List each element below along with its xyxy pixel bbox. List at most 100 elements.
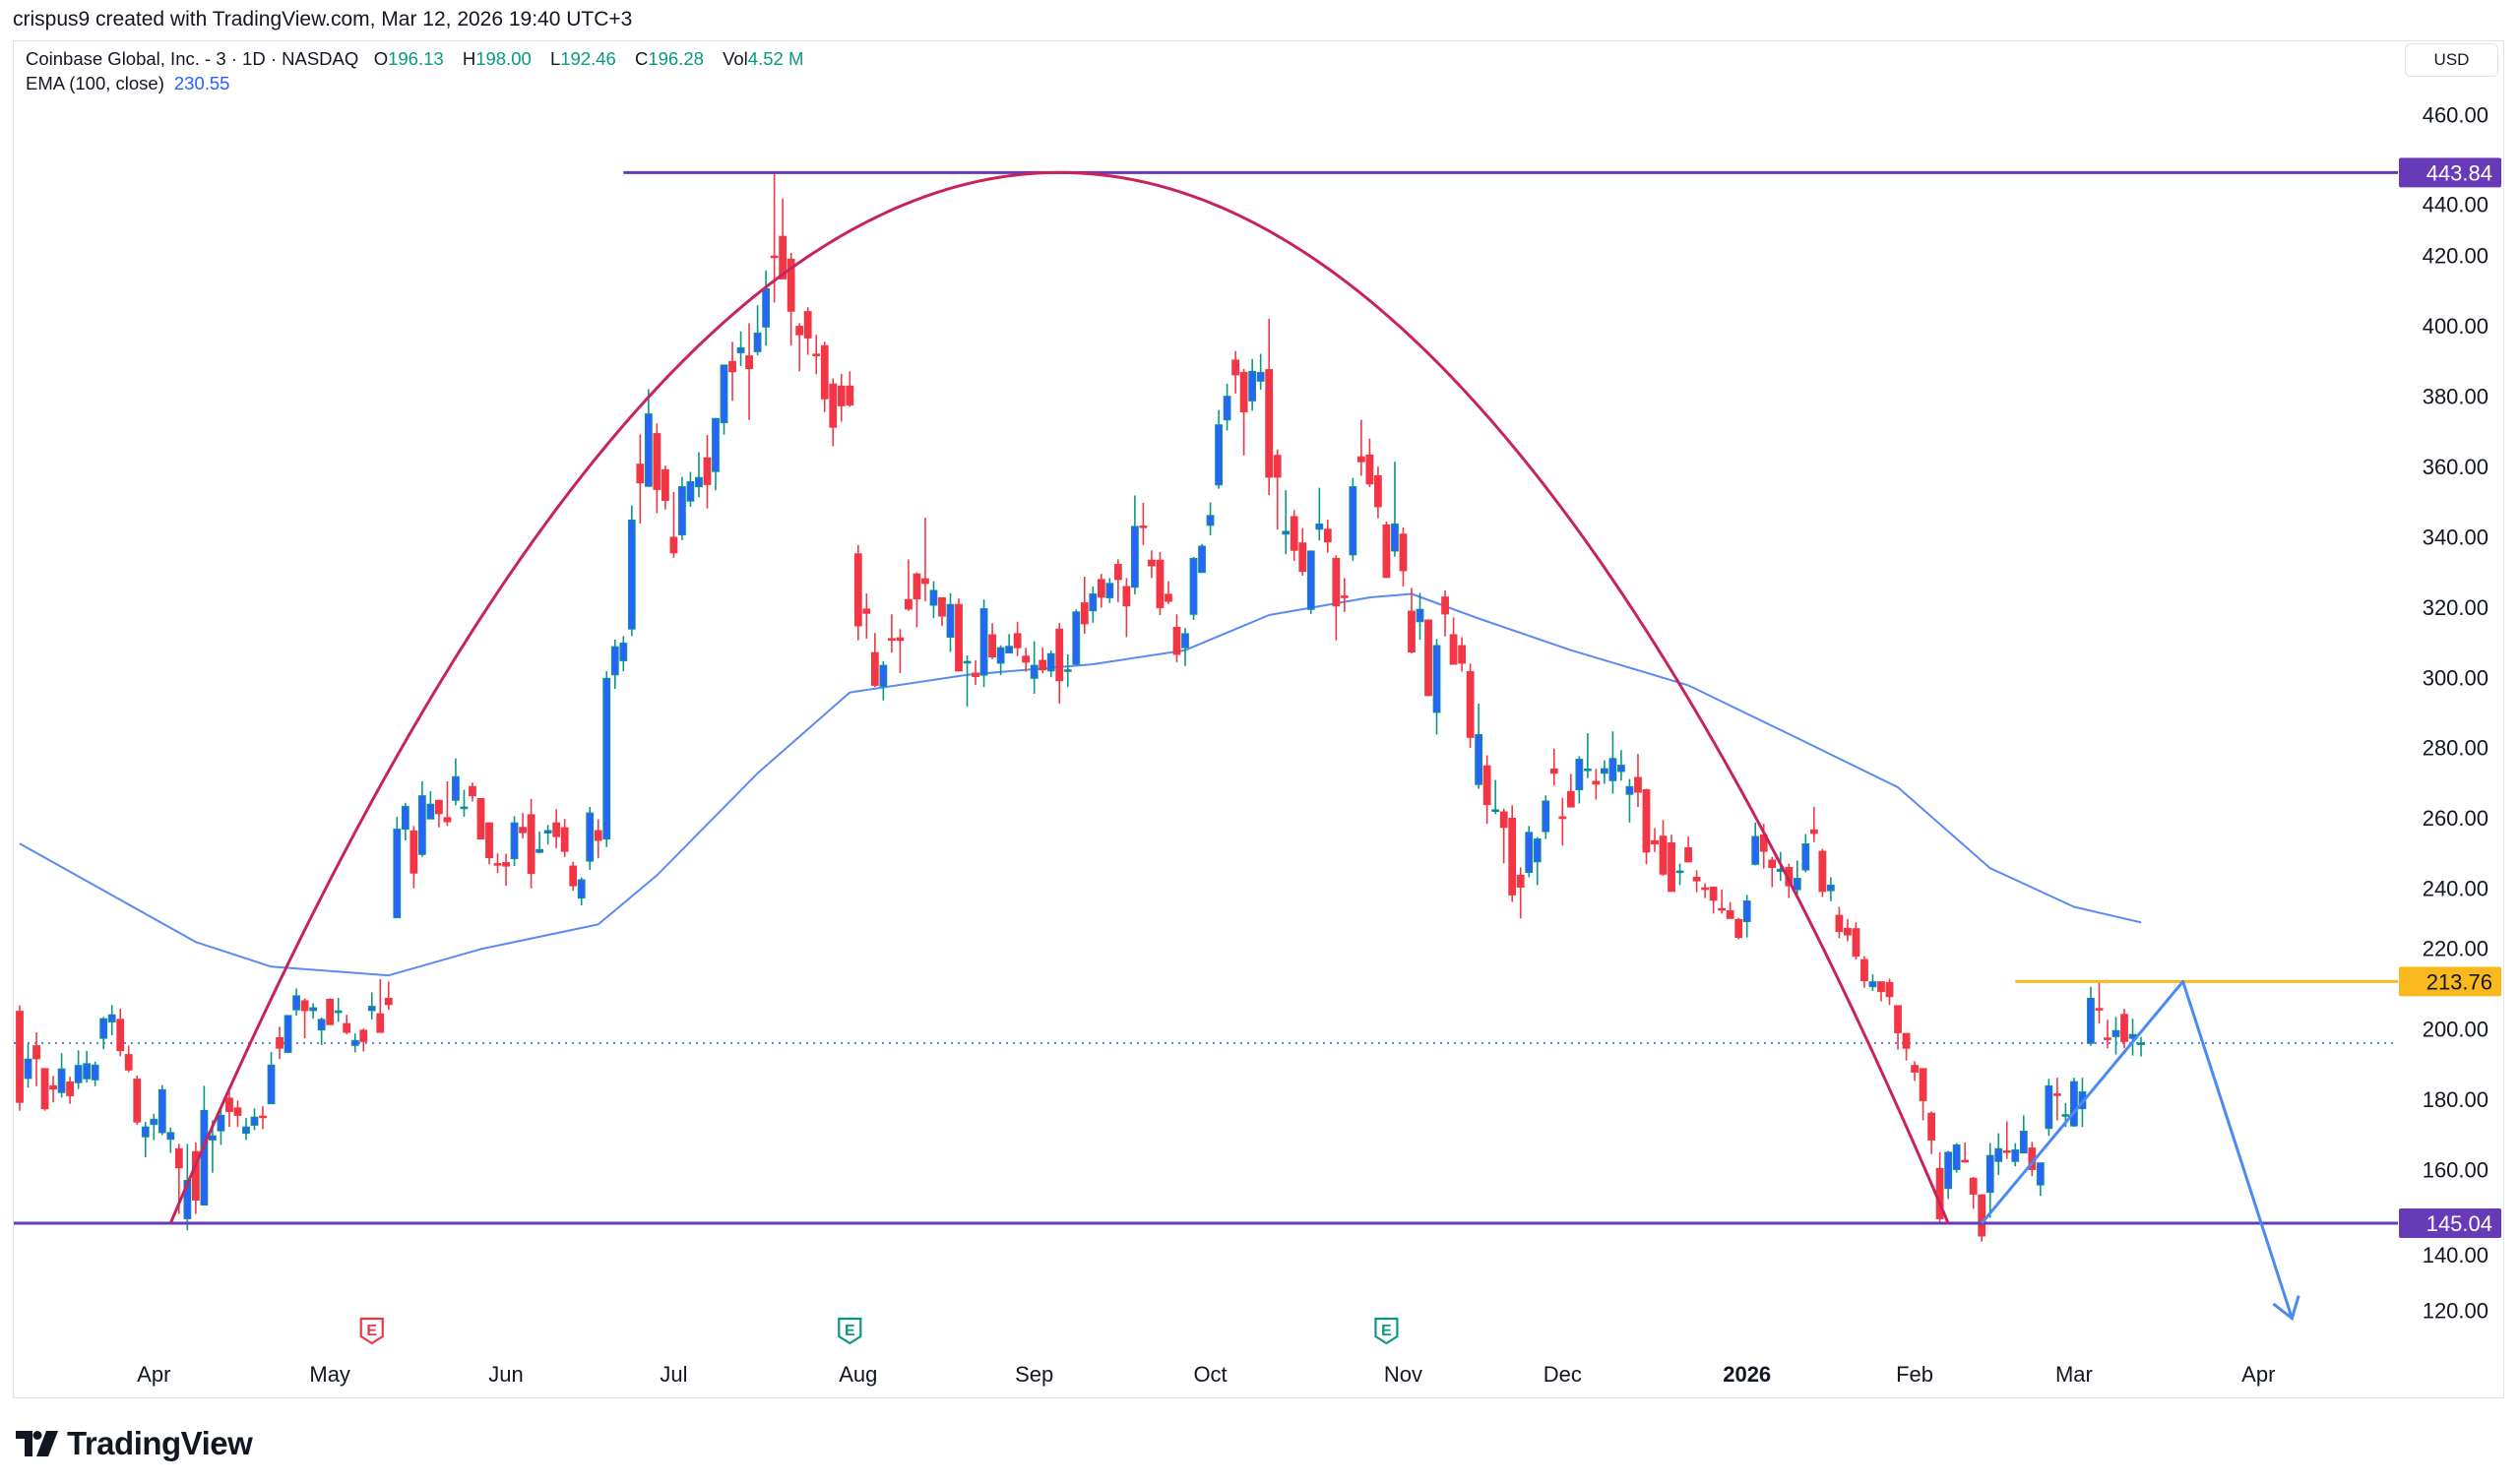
candle-body xyxy=(1491,809,1500,813)
candle xyxy=(955,598,963,672)
volume-value: 4.52 M xyxy=(747,48,804,69)
candle xyxy=(1181,628,1189,666)
candle-body xyxy=(1675,870,1684,874)
candle-body xyxy=(905,598,913,610)
candle-body xyxy=(1684,846,1692,863)
candle-body xyxy=(49,1084,57,1090)
candle-body xyxy=(1408,610,1416,652)
earnings-label: E xyxy=(366,1323,377,1339)
candle-body xyxy=(1265,369,1274,478)
candle xyxy=(1382,521,1391,579)
candle xyxy=(812,335,821,375)
candle-body xyxy=(426,803,435,820)
candle-body xyxy=(979,608,988,676)
currency-button[interactable]: USD xyxy=(2405,43,2498,77)
candle-body xyxy=(2104,1037,2111,1040)
candle-body xyxy=(1994,1147,2003,1162)
earnings-marker[interactable]: E xyxy=(1374,1317,1399,1345)
candle xyxy=(384,981,393,1011)
candle xyxy=(1046,650,1055,678)
candle-body xyxy=(1231,359,1240,376)
candle xyxy=(1499,808,1508,864)
candle-body xyxy=(2095,1008,2104,1011)
candle xyxy=(1634,754,1642,808)
candle-body xyxy=(1659,835,1668,875)
candle xyxy=(91,1061,99,1086)
rounding-top-arc[interactable] xyxy=(168,170,1950,1224)
price-axis[interactable]: 460.00 440.00 420.00 400.00 380.00 360.00 340.… xyxy=(2423,103,2488,1324)
ema-line[interactable] xyxy=(19,592,2142,977)
candle-body xyxy=(1458,645,1466,664)
candle xyxy=(116,1009,125,1057)
candle xyxy=(250,1108,259,1131)
candle-body xyxy=(317,1019,326,1031)
candle xyxy=(2052,1078,2061,1121)
candle xyxy=(32,1032,40,1086)
candle-body xyxy=(577,879,586,899)
earnings-label: E xyxy=(1381,1323,1392,1339)
candle xyxy=(1282,490,1291,555)
candle-body xyxy=(1978,1194,1986,1237)
candle xyxy=(1742,895,1751,938)
candle xyxy=(1542,795,1550,839)
candle-body xyxy=(200,1109,209,1206)
candle xyxy=(1466,663,1475,749)
candle-body xyxy=(1156,559,1165,608)
earnings-marker[interactable]: E xyxy=(359,1317,384,1345)
candle xyxy=(1516,867,1525,919)
close-value: 196.28 xyxy=(648,48,704,69)
candle-body xyxy=(1239,371,1248,412)
candle xyxy=(1055,622,1064,705)
candle-body xyxy=(1608,758,1617,781)
tradingview-logo[interactable]: TradingView xyxy=(16,1425,253,1462)
candle-body xyxy=(1868,981,1877,988)
candle xyxy=(1726,901,1734,919)
candle xyxy=(460,789,469,818)
candle-body xyxy=(988,634,996,657)
candle-body xyxy=(1113,564,1122,581)
candle xyxy=(1894,1005,1902,1050)
time-axis[interactable]: Apr May Jun Jul Aug Sep Oct Nov Dec 2026 Feb Mar Apr xyxy=(137,1362,2275,1387)
candle-body xyxy=(712,417,720,472)
candle-body xyxy=(669,536,678,554)
candle-body xyxy=(1399,533,1408,572)
candle-body xyxy=(1566,790,1575,808)
candle xyxy=(300,998,309,1039)
candle-body xyxy=(40,1068,49,1110)
candle xyxy=(217,1106,225,1145)
candle-body xyxy=(1374,474,1382,508)
candle-body xyxy=(91,1064,99,1081)
earnings-flag-icon xyxy=(1374,1317,1399,1345)
candle xyxy=(1148,550,1156,579)
candle-body xyxy=(1885,981,1894,998)
candle-body xyxy=(225,1097,233,1112)
candle-body xyxy=(359,1029,368,1042)
time-tick-label: Apr xyxy=(2241,1362,2275,1387)
candle-body xyxy=(812,353,821,356)
candle xyxy=(1961,1142,1970,1163)
price-badge-value: 145.04 xyxy=(2426,1211,2492,1236)
earnings-marker[interactable]: E xyxy=(838,1317,862,1345)
candle-body xyxy=(2052,1093,2061,1096)
projection-path[interactable] xyxy=(1981,979,2294,1320)
time-tick-label: Nov xyxy=(1384,1362,1422,1387)
ema-legend[interactable]: EMA (100, close) 230.55 xyxy=(26,73,229,94)
candle-body xyxy=(158,1088,166,1134)
high-value: 198.00 xyxy=(475,48,532,69)
candle xyxy=(24,1043,32,1088)
candle-body xyxy=(2011,1148,2020,1162)
candle-body xyxy=(1013,633,1022,649)
candle xyxy=(124,1045,133,1073)
time-tick-label: 2026 xyxy=(1723,1362,1771,1387)
candle xyxy=(493,853,502,874)
candle-body xyxy=(1818,850,1827,893)
candle-body xyxy=(686,481,695,502)
candle xyxy=(410,826,418,889)
candle-body xyxy=(1852,928,1860,958)
candle xyxy=(569,861,578,892)
candle-body xyxy=(393,829,402,919)
candle-body xyxy=(703,457,712,485)
candle xyxy=(1080,577,1089,634)
candle xyxy=(166,1127,175,1153)
